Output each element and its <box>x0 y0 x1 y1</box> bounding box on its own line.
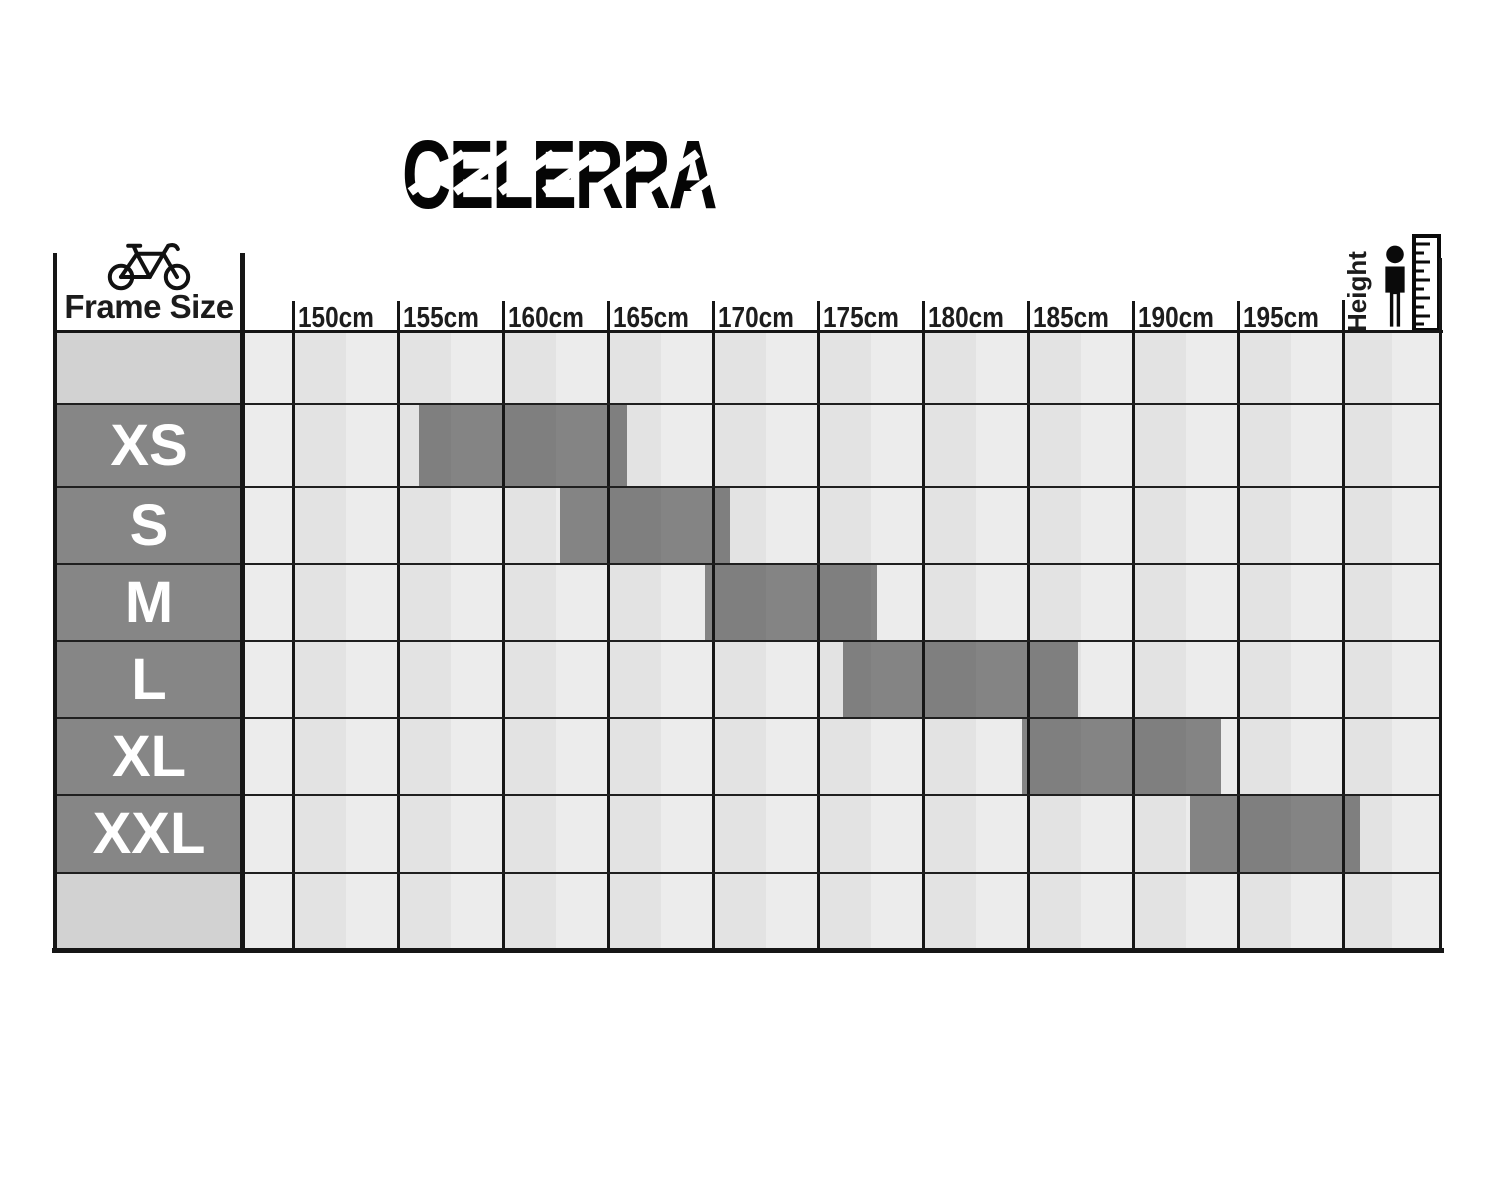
frame-size-label: Frame Size <box>64 288 234 325</box>
spacer-label-cell <box>55 873 243 950</box>
size-row-label-cell-xl: XL <box>55 718 243 795</box>
table-border-right <box>1439 258 1442 950</box>
axis-tick-label: 150cm <box>298 302 374 334</box>
axis-tick-label: 165cm <box>613 302 689 334</box>
bicycle-icon <box>107 243 191 291</box>
grid-line-horizontal <box>55 403 1441 405</box>
axis-tick <box>291 301 295 331</box>
axis-tick-label: 180cm <box>928 302 1004 334</box>
axis-tick-label: 175cm <box>823 302 899 334</box>
table-border-top <box>55 330 1443 333</box>
axis-tick <box>816 301 820 331</box>
grid-line-horizontal <box>55 486 1441 488</box>
grid-line-horizontal <box>55 872 1441 874</box>
row-label: S <box>129 492 169 558</box>
axis-tick <box>1131 301 1135 331</box>
row-label: XXL <box>92 801 206 866</box>
size-row-label-cell-xxl: XXL <box>55 795 243 873</box>
row-label: M <box>124 569 174 635</box>
axis-tick-label: 155cm <box>403 302 479 334</box>
grid-line-horizontal <box>55 640 1441 642</box>
axis-tick-label: 170cm <box>718 302 794 334</box>
table-border-bottom <box>52 948 1444 953</box>
size-row-label-cell-xs: XS <box>55 404 243 487</box>
axis-tick <box>921 301 925 331</box>
axis-tick <box>396 301 400 331</box>
frame-size-header-cell: Frame Size <box>55 230 243 332</box>
axis-tick-label: 190cm <box>1138 302 1214 334</box>
row-label: L <box>131 646 167 712</box>
axis-tick-label: 185cm <box>1033 302 1109 334</box>
grid-line-horizontal <box>55 563 1441 565</box>
axis-tick <box>1236 301 1240 331</box>
person-icon <box>1385 245 1405 327</box>
spacer-label-cell <box>55 332 243 404</box>
size-range-bar-xs <box>419 404 627 487</box>
axis-tick-label: 195cm <box>1243 302 1319 334</box>
size-range-bar-xl <box>1021 718 1222 795</box>
axis-tick-label: 160cm <box>508 302 584 334</box>
row-label: XS <box>110 412 188 478</box>
axis-tick <box>1026 301 1030 331</box>
size-row-label-cell-s: S <box>55 487 243 564</box>
size-range-bar-xxl <box>1189 795 1360 873</box>
grid-line-horizontal <box>55 794 1441 796</box>
grid-line-horizontal <box>55 717 1441 719</box>
size-row-label-cell-m: M <box>55 564 243 641</box>
axis-tick <box>606 301 610 331</box>
grid-line-vertical <box>1341 300 1345 950</box>
table-border-left <box>53 253 57 950</box>
axis-tick <box>711 301 715 331</box>
size-range-bar-m <box>704 564 877 641</box>
brand-logo: CELERRA <box>402 126 749 226</box>
size-row-label-cell-l: L <box>55 641 243 718</box>
size-range-bar-s <box>559 487 730 564</box>
frame-column-border <box>240 253 245 950</box>
axis-tick <box>501 301 505 331</box>
size-range-bar-l <box>843 641 1079 718</box>
row-label: XL <box>111 723 187 789</box>
